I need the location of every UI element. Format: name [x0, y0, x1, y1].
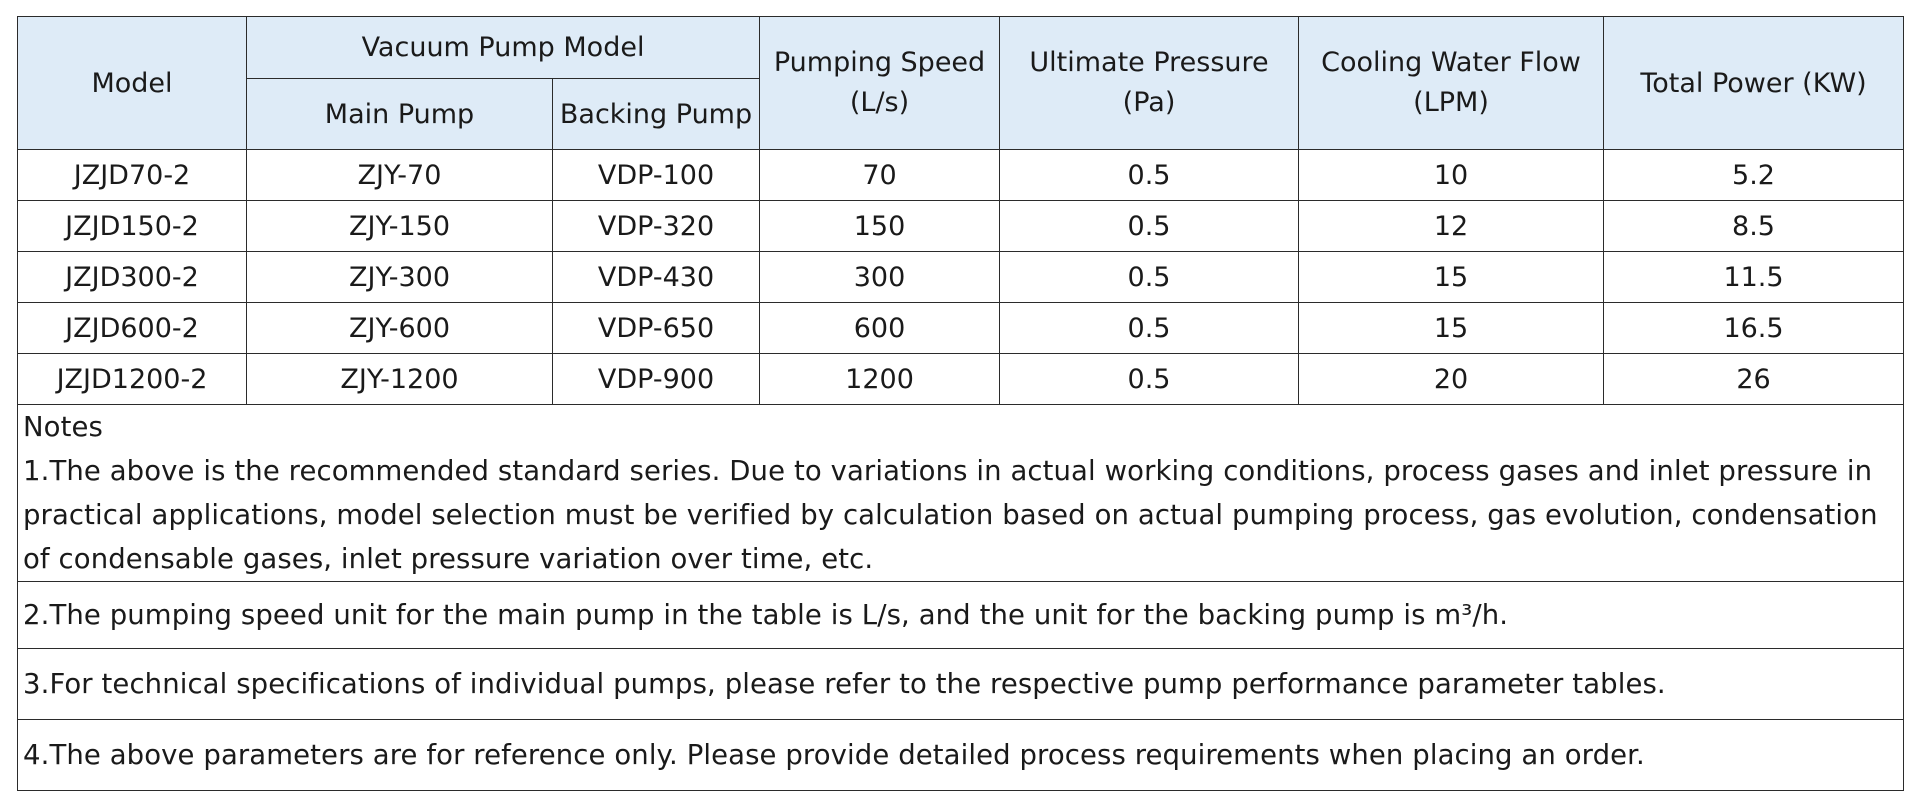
cell-model: JZJD600-2: [17, 302, 247, 354]
cell-model: JZJD150-2: [17, 200, 247, 252]
table-row: JZJD150-2 ZJY-150 VDP-320 150 0.5 12 8.5: [17, 200, 1905, 252]
note-2: 2.The pumping speed unit for the main pu…: [16, 581, 1905, 649]
cell-ultimate-pressure: 0.5: [999, 251, 1300, 303]
header-vacuum-pump-model: Vacuum Pump Model: [245, 16, 761, 79]
cell-cooling-water-flow: 12: [1298, 200, 1605, 252]
header-ultimate-pressure-label: Ultimate Pressure: [1029, 47, 1269, 78]
cell-main-pump: ZJY-70: [246, 149, 553, 201]
vacuum-unit-spec-table: Model Vacuum Pump Model Pumping Speed (L…: [16, 16, 1905, 791]
cell-cooling-water-flow: 10: [1298, 149, 1605, 201]
cell-total-power: 8.5: [1603, 200, 1905, 252]
cell-main-pump: ZJY-300: [246, 251, 553, 303]
cell-backing-pump: VDP-900: [551, 353, 761, 405]
header-pumping-speed: Pumping Speed (L/s): [759, 16, 1001, 150]
cell-total-power: 5.2: [1603, 149, 1905, 201]
header-main-pump: Main Pump: [246, 78, 553, 150]
header-total-power: Total Power (KW): [1603, 16, 1905, 150]
cell-backing-pump: VDP-320: [551, 200, 761, 252]
notes-row-4: 4.The above parameters are for reference…: [16, 719, 1905, 791]
cell-model: JZJD1200-2: [17, 353, 247, 405]
header-row-1: Model Vacuum Pump Model Pumping Speed (L…: [17, 16, 1905, 150]
cell-total-power: 26: [1603, 353, 1905, 405]
cell-total-power: 16.5: [1603, 302, 1905, 354]
cell-cooling-water-flow: 15: [1298, 251, 1605, 303]
header-pumping-speed-label: Pumping Speed: [773, 47, 986, 78]
cell-ultimate-pressure: 0.5: [999, 353, 1300, 405]
cell-model: JZJD70-2: [17, 149, 247, 201]
header-model: Model: [17, 16, 247, 150]
cell-main-pump: ZJY-150: [246, 200, 553, 252]
note-3: 3.For technical specifications of indivi…: [16, 648, 1905, 720]
cell-model: JZJD300-2: [17, 251, 247, 303]
spec-sheet: Model Vacuum Pump Model Pumping Speed (L…: [16, 16, 1905, 791]
cell-pumping-speed: 70: [759, 149, 1001, 201]
notes-row-2: 2.The pumping speed unit for the main pu…: [16, 581, 1905, 649]
cell-main-pump: ZJY-600: [246, 302, 553, 354]
cell-backing-pump: VDP-650: [551, 302, 761, 354]
notes-title: Notes: [23, 411, 103, 443]
header-ultimate-pressure: Ultimate Pressure (Pa): [999, 16, 1300, 150]
cell-pumping-speed: 1200: [759, 353, 1001, 405]
table-row: JZJD300-2 ZJY-300 VDP-430 300 0.5 15 11.…: [17, 251, 1905, 303]
notes-row-3: 3.For technical specifications of indivi…: [16, 648, 1905, 720]
table-row: JZJD1200-2 ZJY-1200 VDP-900 1200 0.5 20 …: [17, 353, 1905, 405]
table-row: JZJD70-2 ZJY-70 VDP-100 70 0.5 10 5.2: [17, 149, 1905, 201]
table-row: JZJD600-2 ZJY-600 VDP-650 600 0.5 15 16.…: [17, 302, 1905, 354]
cell-main-pump: ZJY-1200: [246, 353, 553, 405]
cell-pumping-speed: 300: [759, 251, 1001, 303]
header-ultimate-pressure-unit: (Pa): [1122, 87, 1176, 118]
cell-pumping-speed: 150: [759, 200, 1001, 252]
cell-backing-pump: VDP-430: [551, 251, 761, 303]
notes-cell-1: Notes 1.The above is the recommended sta…: [16, 404, 1905, 582]
header-pumping-speed-unit: (L/s): [849, 87, 910, 118]
header-row-2: Main Pump Backing Pump: [18, 78, 1904, 150]
cell-ultimate-pressure: 0.5: [999, 200, 1300, 252]
cell-cooling-water-flow: 15: [1298, 302, 1605, 354]
cell-ultimate-pressure: 0.5: [999, 302, 1300, 354]
header-cooling-water-flow-label: Cooling Water Flow: [1321, 47, 1581, 78]
note-1: 1.The above is the recommended standard …: [23, 455, 1878, 575]
cell-backing-pump: VDP-100: [551, 149, 761, 201]
cell-ultimate-pressure: 0.5: [999, 149, 1300, 201]
header-cooling-water-flow: Cooling Water Flow (LPM): [1298, 16, 1605, 150]
cell-total-power: 11.5: [1603, 251, 1905, 303]
cell-pumping-speed: 600: [759, 302, 1001, 354]
header-backing-pump: Backing Pump: [551, 78, 761, 150]
note-4: 4.The above parameters are for reference…: [16, 719, 1905, 791]
header-cooling-water-flow-unit: (LPM): [1413, 87, 1489, 118]
table-body: JZJD70-2 ZJY-70 VDP-100 70 0.5 10 5.2 JZ…: [16, 149, 1905, 791]
table-header: Model Vacuum Pump Model Pumping Speed (L…: [17, 16, 1905, 150]
cell-cooling-water-flow: 20: [1298, 353, 1605, 405]
notes-row-1: Notes 1.The above is the recommended sta…: [16, 404, 1905, 582]
